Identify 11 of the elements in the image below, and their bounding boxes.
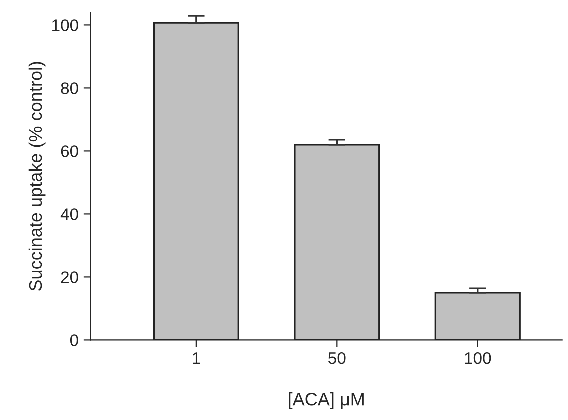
y-tick-label: 100 <box>52 20 78 32</box>
y-axis-title: Succinate uptake (% control) <box>28 62 46 291</box>
x-tick-label: 1 <box>193 352 200 364</box>
y-tick-label: 20 <box>61 272 78 284</box>
x-tick-label: 50 <box>328 352 346 364</box>
y-tick-label: 60 <box>61 146 78 158</box>
y-tick-label: 80 <box>61 82 78 94</box>
y-tick-label: 0 <box>70 334 78 346</box>
x-tick-label: 100 <box>465 352 492 364</box>
y-tick-label: 40 <box>60 208 78 220</box>
x-axis-title: [ACA] μM <box>289 392 364 410</box>
